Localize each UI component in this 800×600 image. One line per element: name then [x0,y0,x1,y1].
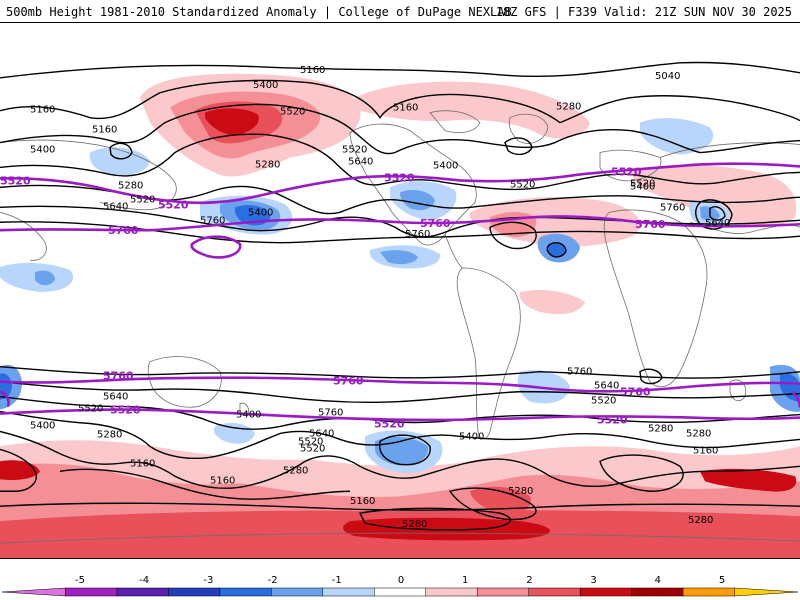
contour-label-5520: 5520 [158,198,189,211]
colorbar-tick-label: 5 [719,575,725,586]
contour-label-5760: 5760 [103,370,134,383]
contour-label: 5640 [594,381,619,392]
contour-label: 5280 [686,428,711,439]
colorbar-segment [1,587,66,597]
contour-label-5760: 5760 [333,375,364,388]
colorbar-segment [476,587,530,597]
model-run-info: 18Z GFS | F339 Valid: 21Z SUN NOV 30 202… [495,5,792,19]
contour-label: 5280 [556,102,581,113]
contour-label: 5400 [253,80,278,91]
map-title: 500mb Height 1981-2010 Standardized Anom… [6,5,512,19]
purple-contour-labels: 5520 5520 5520 5520 5760 5760 5760 5760 … [0,165,666,431]
contour-label: 5280 [283,465,308,476]
contour-label: 5760 [200,215,225,226]
contour-label-5760: 5760 [620,386,651,399]
colorbar-tick-label: -5 [75,575,85,586]
colorbar-tick-label: -2 [268,575,278,586]
colorbar-tick-label: -4 [139,575,149,586]
contour-label-5520: 5520 [384,171,415,184]
contour-label: 5520 [78,404,103,415]
black-contour-labels: 5160 5040 5400 5520 5160 5280 5160 5400 … [30,65,730,530]
contour-label: 5400 [30,145,55,156]
colorbar-segment [65,587,118,597]
contour-label: 5280 [97,429,122,440]
colorbar-tick-label: -3 [203,575,213,586]
colorbar-segment [425,587,478,597]
colorbar-segment [631,587,684,597]
contour-label: 5520 [298,436,323,447]
contour-label: 5160 [350,496,375,507]
contour-label: 5280 [255,159,280,170]
anomaly-colorbar: -5 -4 -3 -2 -1 0 1 2 3 4 5 [1,575,799,597]
colorbar-tick-label: 3 [590,575,596,586]
contour-label: 5520 [510,179,535,190]
contour-label-5520: 5520 [374,418,405,431]
contour-label: 5160 [300,65,325,76]
contour-label: 5640 [348,156,373,167]
colorbar-segment [219,587,273,597]
contour-label-5520: 5520 [0,174,31,187]
colorbar-segments [1,587,799,597]
contour-label: 5520 [130,194,155,205]
contour-label: 5760 [318,408,343,419]
contour-label-5760: 5760 [635,218,666,231]
purple-contours [0,162,800,422]
contour-label-5520: 5520 [110,404,141,417]
contour-label: 5520 [300,443,325,454]
anomaly-shading [0,73,800,558]
contour-label: 5640 [309,428,334,439]
contour-label: 5280 [118,180,143,191]
colorbar-segment [271,587,324,597]
colorbar-segment [528,587,581,597]
contour-label: 5760 [660,202,685,213]
contour-label: 5280 [402,519,427,530]
contour-label: 5760 [405,229,430,240]
contour-label: 5400 [236,410,261,421]
colorbar-segment [116,587,170,597]
contour-label: 5280 [508,486,533,497]
contour-label: 5160 [393,103,418,114]
colorbar-tick-label: 1 [462,575,468,586]
contour-label: 5400 [433,160,458,171]
colorbar-ticks: -5 -4 -3 -2 -1 0 1 2 3 4 5 [75,575,725,586]
contour-label: 5280 [688,515,713,526]
contour-label: 5520 [591,396,616,407]
contour-label: 5400 [630,181,655,192]
contour-label: 5400 [248,207,273,218]
colorbar-segment [374,587,427,597]
contour-label-5520: 5520 [597,414,628,427]
colorbar-segment [168,587,221,597]
anomaly-map: 5160 5040 5400 5520 5160 5280 5160 5400 … [0,22,800,559]
contour-label-5760: 5760 [420,217,451,230]
colorbar-tick-label: 4 [655,575,661,586]
colorbar-tick-label: 2 [526,575,532,586]
contour-label: 5280 [648,423,673,434]
colorbar-segment [734,587,799,597]
contour-label: 5760 [567,367,592,378]
contour-label: 5400 [459,431,484,442]
contour-label: 5160 [30,105,55,116]
contour-label: 5400 [30,420,55,431]
contour-label: 5640 [103,392,128,403]
contour-label: 5640 [705,218,730,229]
contour-label: 5520 [342,145,367,156]
contour-label: 5160 [210,475,235,486]
colorbar-segment [579,587,633,597]
contour-label-5760: 5760 [108,224,139,237]
contour-label: 5160 [130,458,155,469]
contour-label-5520: 5520 [611,165,642,178]
colorbar-segment [322,587,376,597]
colorbar-segment [682,587,736,597]
contour-label: 5160 [92,125,117,136]
colorbar-tick-label: -1 [332,575,342,586]
contour-label: 5520 [280,107,305,118]
contour-label: 5160 [693,445,718,456]
contour-label: 5040 [655,71,680,82]
contour-label: 5640 [103,201,128,212]
contour-label: 5520 [630,178,655,189]
colorbar-tick-label: 0 [398,575,404,586]
